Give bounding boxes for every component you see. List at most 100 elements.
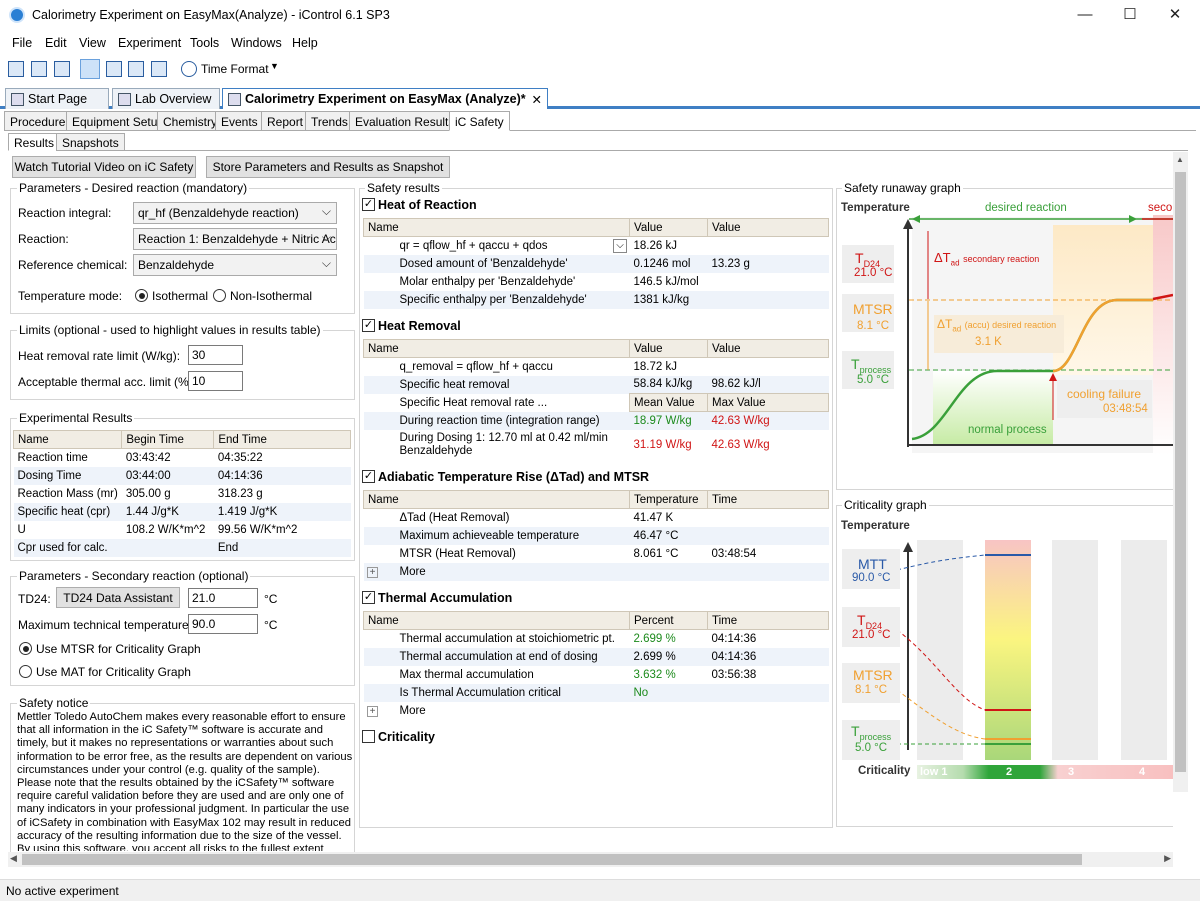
scroll-up-icon[interactable]: ▲ (1176, 155, 1184, 164)
menu-windows[interactable]: Windows (231, 36, 282, 50)
table-row[interactable]: Is Thermal Accumulation critical No (363, 683, 829, 702)
close-icon[interactable]: ✕ (531, 93, 542, 107)
tab-ic-safety[interactable]: iC Safety (449, 111, 510, 131)
column-header[interactable]: End Time (213, 430, 351, 449)
table-row[interactable]: Cpr used for calc. End (13, 538, 351, 557)
td24-input[interactable]: 21.0 (188, 588, 258, 608)
column-header[interactable]: Name (363, 490, 630, 509)
menu-view[interactable]: View (79, 36, 106, 50)
tab-lab-overview[interactable]: Lab Overview (112, 88, 220, 109)
table-row[interactable]: Thermal accumulation at stoichiometric p… (399, 632, 757, 645)
menu-edit[interactable]: Edit (45, 36, 67, 50)
table-row[interactable]: Specific Heat removal rate ... Mean Value… (364, 393, 829, 412)
column-header[interactable]: Name (12, 430, 123, 449)
horizontal-scrollbar[interactable]: ◀ ▶ (8, 852, 1173, 867)
table-row[interactable]: Max thermal accumulation 3.632 % 03:56:38 (399, 668, 757, 681)
table-row[interactable]: Dosing Time 03:44:00 04:14:36 (13, 466, 351, 485)
tab-chemistry[interactable]: Chemistry (157, 111, 224, 131)
table-row[interactable]: Specific heat removal 58.84 kJ/kg 98.62 kJ… (363, 375, 829, 394)
tab-equipment-setup[interactable]: Equipment Setup (66, 111, 171, 131)
isothermal-radio[interactable] (135, 289, 148, 302)
menu-file[interactable]: File (12, 36, 33, 50)
thermal-acc-limit-input[interactable]: 10 (188, 371, 243, 391)
tab-report[interactable]: Report (261, 111, 310, 131)
column-header[interactable]: Temperature (629, 490, 708, 509)
column-header[interactable]: Value (707, 339, 829, 358)
layout-quad-icon[interactable] (151, 61, 167, 77)
menu-help[interactable]: Help (292, 36, 318, 50)
table-row[interactable]: U 108.2 W/K*m^2 99.56 W/K*m^2 (17, 523, 298, 536)
criticality-checkbox[interactable] (362, 730, 375, 743)
heat-removal-limit-input[interactable]: 30 (188, 345, 243, 365)
heat-of-reaction-checkbox[interactable]: ✓ (362, 198, 375, 211)
scroll-right-icon[interactable]: ▶ (1164, 853, 1171, 863)
watch-tutorial-button[interactable]: Watch Tutorial Video on iC Safety (12, 156, 196, 178)
table-row[interactable]: Specific enthalpy per 'Benzaldehyde' 1381… (363, 290, 829, 309)
column-header[interactable]: Value (629, 218, 708, 237)
time-format-dropdown[interactable]: Time Format (201, 62, 269, 76)
save-all-icon[interactable] (54, 61, 70, 77)
tab-procedure[interactable]: Procedure (4, 111, 72, 131)
close-button[interactable]: ✕ (1168, 6, 1182, 23)
use-mat-radio[interactable] (19, 665, 32, 678)
table-row[interactable]: Dosed amount of 'Benzaldehyde' 0.1246 mol… (363, 254, 829, 273)
table-row[interactable]: Molar enthalpy per 'Benzaldehyde' 146.5 k… (399, 275, 699, 288)
column-header[interactable]: Name (363, 218, 630, 237)
table-row[interactable]: MTSR (Heat Removal) 8.061 °C 03:48:54 (399, 547, 757, 560)
max-technical-temp-input[interactable]: 90.0 (188, 614, 258, 634)
column-header[interactable]: Time (707, 490, 829, 509)
tab-evaluation-results[interactable]: Evaluation Results (349, 111, 461, 131)
td24-data-assistant-button[interactable]: TD24 Data Assistant (56, 587, 180, 608)
table-row[interactable]: During reaction time (integration range)… (363, 411, 829, 430)
table-row[interactable]: Reaction time 03:43:42 04:35:22 (17, 451, 263, 464)
tab-snapshots[interactable]: Snapshots (56, 133, 125, 151)
heat-removal-checkbox[interactable]: ✓ (362, 319, 375, 332)
maximize-button[interactable]: ☐ (1123, 6, 1137, 23)
tab-events[interactable]: Events (215, 111, 264, 131)
thermal-accumulation-checkbox[interactable]: ✓ (362, 591, 375, 604)
table-row[interactable]: ΔTad (Heat Removal) 41.47 K (399, 511, 674, 524)
column-header[interactable]: Value (629, 339, 708, 358)
column-header[interactable]: Time (707, 611, 829, 630)
chevron-down-icon[interactable]: ⌵ (613, 239, 627, 253)
tab-calorimetry-experiment[interactable]: Calorimetry Experiment on EasyMax (Analy… (222, 88, 548, 109)
scroll-thumb[interactable] (22, 854, 1082, 865)
tab-results[interactable]: Results (8, 133, 61, 151)
tab-trends[interactable]: Trends (305, 111, 354, 131)
store-snapshot-button[interactable]: Store Parameters and Results as Snapshot (206, 156, 450, 178)
use-mtsr-radio[interactable] (19, 642, 32, 655)
layout-single-icon[interactable] (80, 59, 100, 79)
column-header[interactable]: Value (707, 218, 829, 237)
save-as-icon[interactable] (31, 61, 47, 77)
expand-icon[interactable]: + (367, 706, 378, 717)
table-row[interactable]: Maximum achieveable temperature 46.47 °C (363, 526, 829, 545)
table-row[interactable]: Thermal accumulation at end of dosing 2.6… (363, 647, 829, 666)
table-row[interactable]: q_removal = qflow_hf + qaccu 18.72 kJ (399, 360, 677, 373)
menu-tools[interactable]: Tools (190, 36, 220, 50)
reaction-select[interactable]: Reaction 1: Benzaldehyde + Nitric Aci (133, 228, 337, 250)
reaction-integral-select[interactable]: qr_hf (Benzaldehyde reaction) (133, 202, 337, 224)
table-row[interactable]: During Dosing 1: 12.70 ml at 0.42 ml/min… (399, 431, 770, 457)
scroll-thumb[interactable] (1175, 172, 1186, 772)
table-row[interactable]: Specific heat (cpr) 1.44 J/g*K 1.419 J/g*K (13, 502, 351, 521)
table-row[interactable]: qr = qflow_hf + qaccu + qdos 18.26 kJ (399, 239, 677, 252)
column-header[interactable]: Name (363, 611, 630, 630)
column-header[interactable]: Percent (629, 611, 708, 630)
menu-experiment[interactable]: Experiment (118, 36, 182, 50)
column-header[interactable]: Begin Time (121, 430, 215, 449)
minimize-button[interactable]: — (1077, 6, 1093, 23)
more-row[interactable]: More (399, 704, 426, 717)
more-row[interactable]: More (363, 562, 829, 581)
reference-chemical-select[interactable]: Benzaldehyde (133, 254, 337, 276)
table-row[interactable]: Reaction Mass (mr) 305.00 g 318.23 g (17, 487, 263, 500)
save-icon[interactable] (8, 61, 24, 77)
non-isothermal-radio[interactable] (213, 289, 226, 302)
vertical-scrollbar[interactable]: ▲ (1173, 152, 1188, 792)
layout-horizontal-split-icon[interactable] (128, 61, 144, 77)
expand-icon[interactable]: + (367, 567, 378, 578)
column-header[interactable]: Name (363, 339, 630, 358)
tab-start-page[interactable]: Start Page (5, 88, 109, 109)
chevron-down-icon[interactable]: ▼ (270, 61, 279, 71)
scroll-left-icon[interactable]: ◀ (10, 853, 17, 863)
adiabatic-checkbox[interactable]: ✓ (362, 470, 375, 483)
